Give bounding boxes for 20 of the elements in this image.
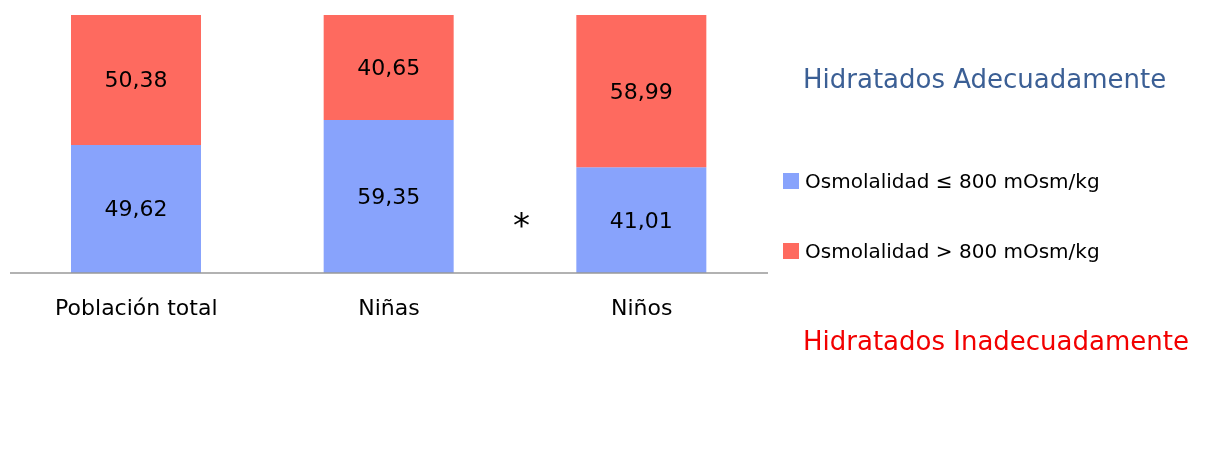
x-tick-label: Niñas [358, 294, 420, 320]
text: Hidratados Inadecuadamente [803, 326, 1189, 356]
bar [71, 15, 201, 145]
bar [323, 119, 454, 273]
bar [71, 144, 201, 273]
text: Hidratados Adecuadamente [803, 64, 1167, 94]
data-label: 49,62 [104, 196, 168, 222]
data-label: 59,35 [357, 183, 421, 209]
data-label: 58,99 [609, 78, 673, 104]
legend-label: Osmolalidad > 800 mOsm/kg [805, 238, 1100, 263]
legend-label: Osmolalidad ≤ 800 mOsm/kg [805, 168, 1100, 193]
bar [323, 15, 454, 120]
annotation: * [513, 205, 530, 245]
x-tick-label: Niños [610, 294, 673, 320]
data-label: 41,01 [609, 207, 673, 233]
x-tick-label: Población total [55, 294, 218, 320]
data-label: 50,38 [104, 67, 168, 93]
bar [576, 167, 707, 273]
bar [576, 15, 707, 168]
data-label: 40,65 [357, 54, 421, 80]
